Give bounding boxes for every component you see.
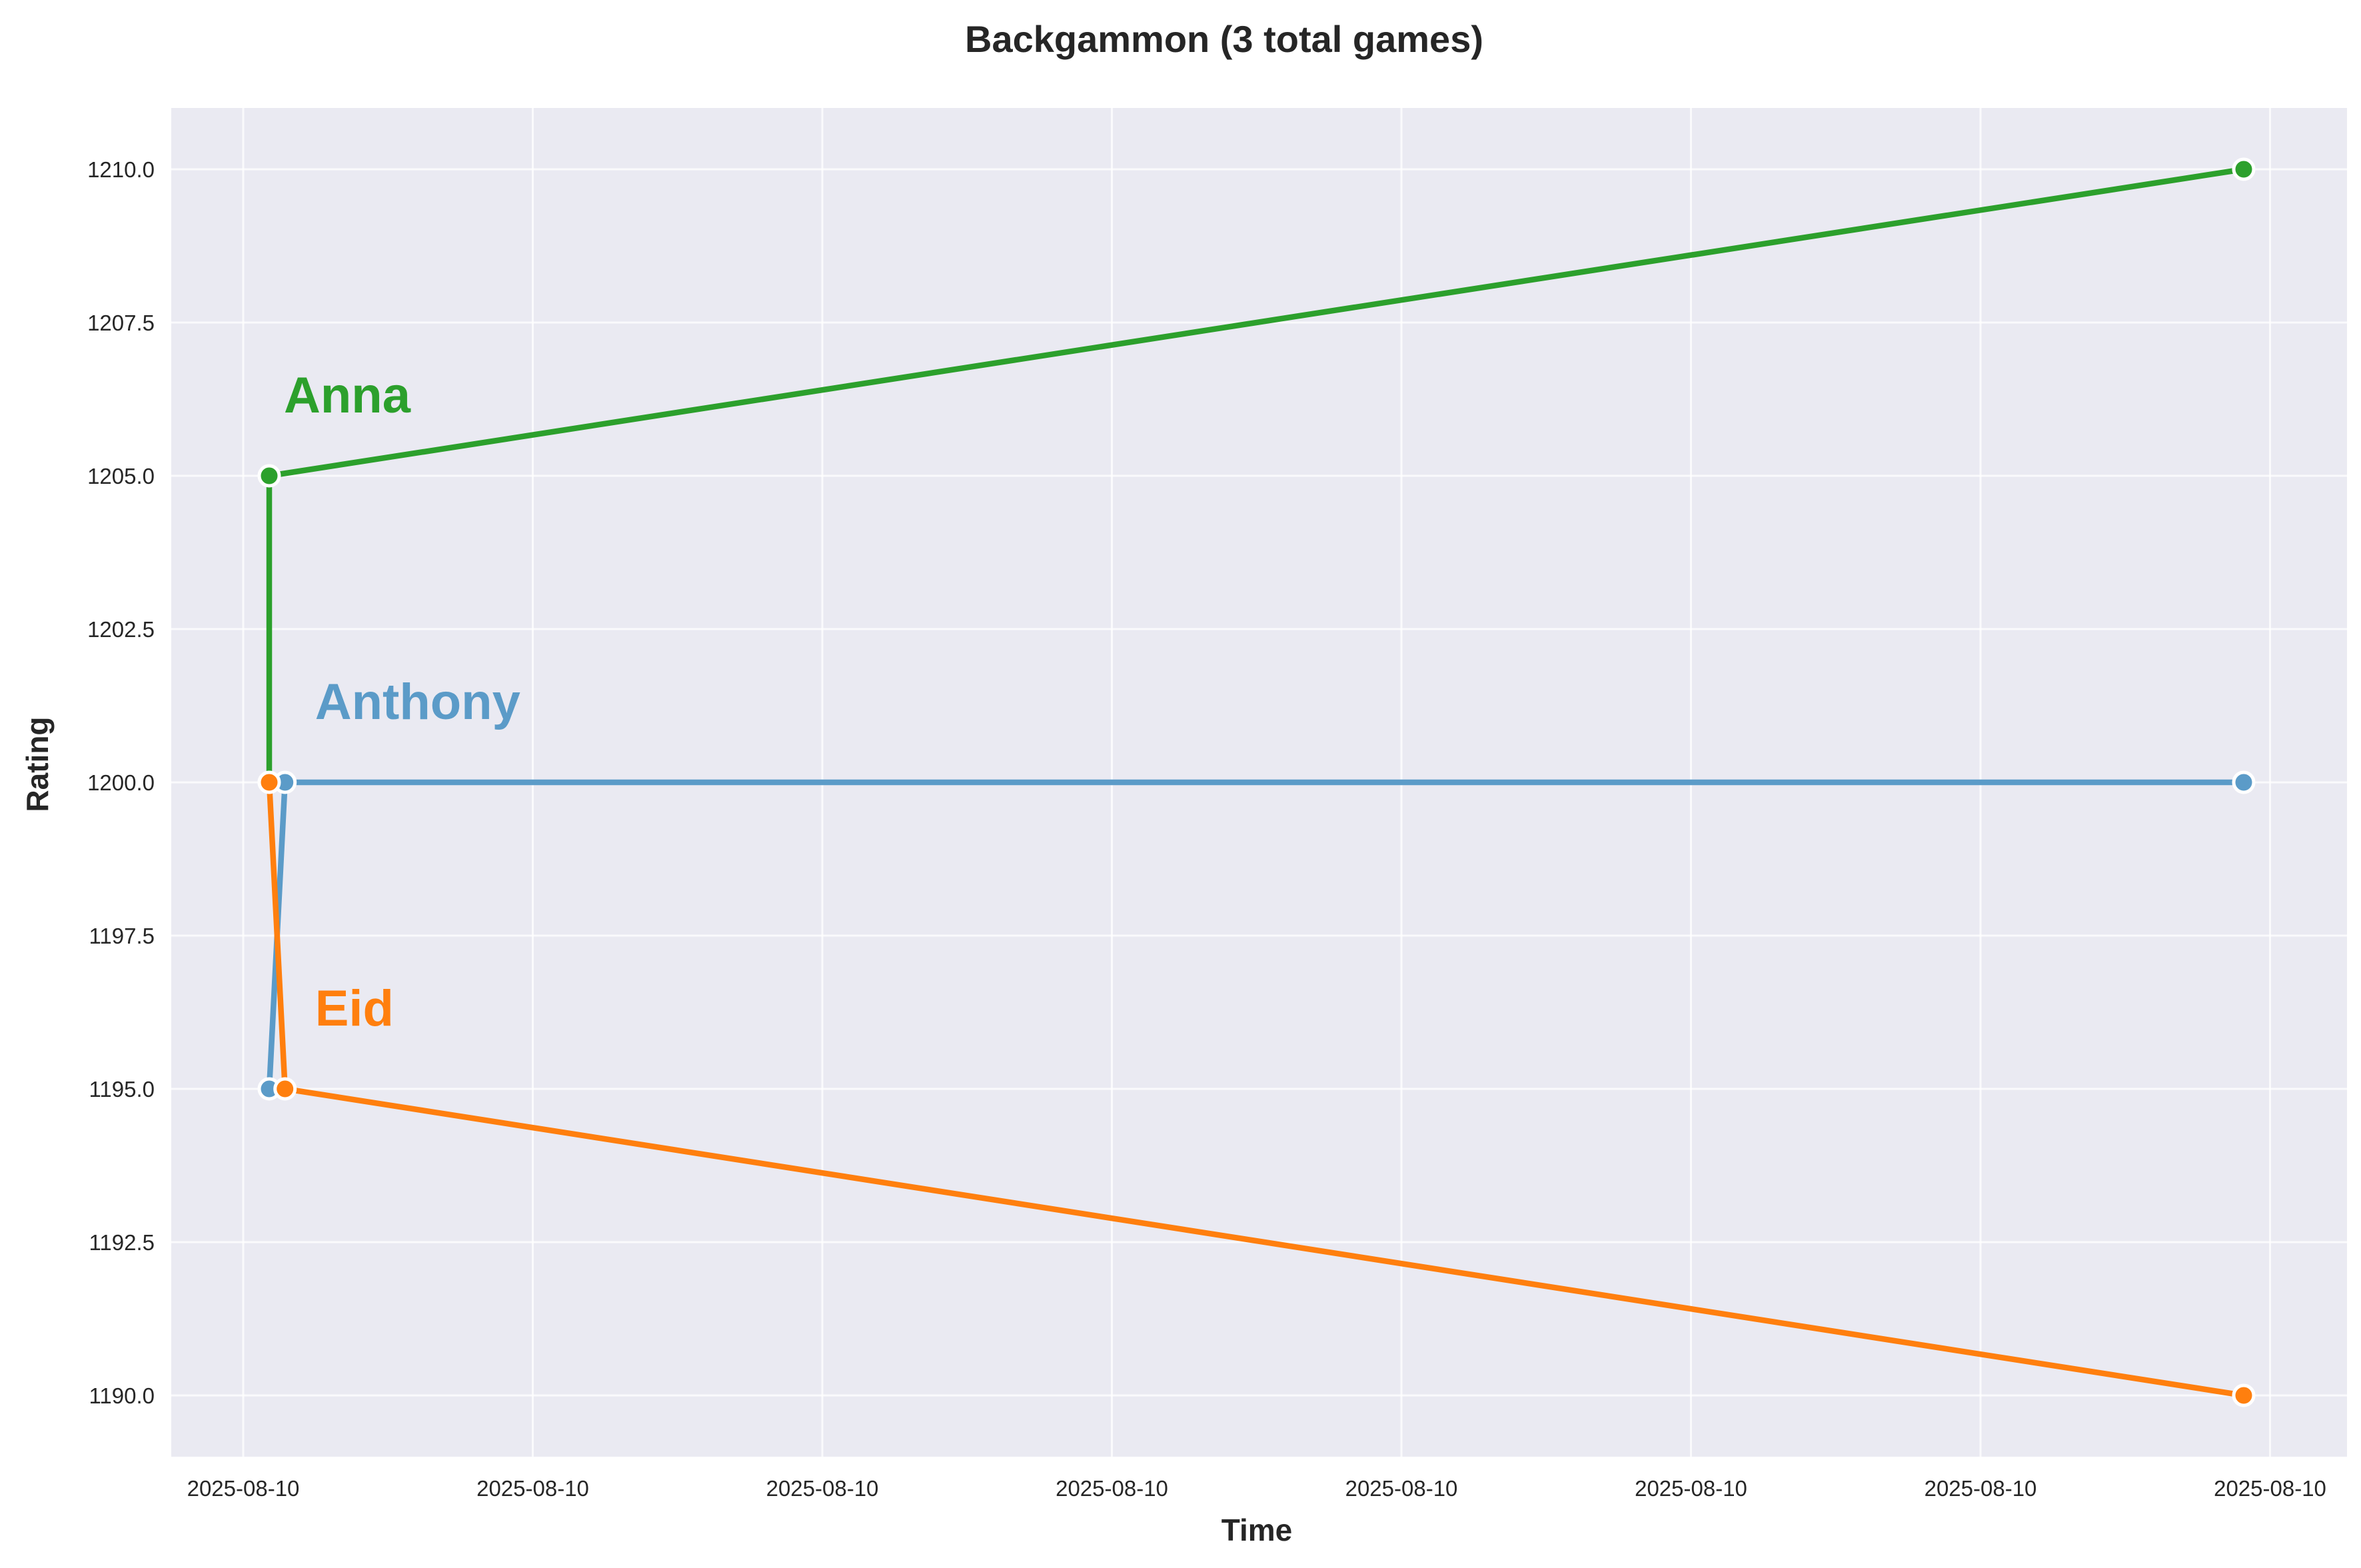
data-point: [257, 464, 281, 488]
data-point: [2232, 770, 2256, 794]
data-point: [2232, 157, 2256, 181]
series-label-anna: Anna: [284, 367, 411, 424]
y-tick-label: 1190.0: [89, 1383, 155, 1408]
y-axis-label: Rating: [20, 716, 55, 812]
data-point: [273, 1077, 297, 1101]
y-tick-label: 1210.0: [87, 157, 155, 182]
series-label-eid: Eid: [315, 980, 394, 1037]
x-tick-label: 2025-08-10: [1635, 1476, 1747, 1501]
x-axis-label: Time: [1221, 1513, 1293, 1547]
x-tick-label: 2025-08-10: [1925, 1476, 2037, 1501]
chart-title: Backgammon (3 total games): [965, 18, 1483, 60]
data-point: [257, 770, 281, 794]
y-tick-label: 1195.0: [89, 1077, 155, 1102]
y-tick-label: 1207.5: [87, 311, 155, 335]
y-tick-label: 1197.5: [89, 924, 155, 948]
x-tick-label: 2025-08-10: [1056, 1476, 1168, 1501]
x-tick-label: 2025-08-10: [766, 1476, 879, 1501]
y-axis-ticks: 1190.0 1192.5 1195.0 1197.5 1200.0 1202.5 1205…: [87, 157, 155, 1408]
x-tick-label: 2025-08-10: [187, 1476, 300, 1501]
series-label-anthony: Anthony: [315, 674, 520, 730]
y-tick-label: 1200.0: [87, 770, 155, 795]
data-point: [2232, 1383, 2256, 1407]
series-lines: [257, 157, 2256, 1407]
series-labels: Anna Anthony Eid: [284, 367, 520, 1037]
y-tick-label: 1192.5: [89, 1230, 155, 1255]
x-axis-ticks: 2025-08-10 2025-08-10 2025-08-10 2025-08-10…: [187, 1476, 2326, 1501]
y-tick-label: 1202.5: [87, 617, 155, 642]
y-tick-label: 1205.0: [87, 464, 155, 488]
x-tick-label: 2025-08-10: [1345, 1476, 1458, 1501]
x-tick-label: 2025-08-10: [2214, 1476, 2326, 1501]
x-tick-label: 2025-08-10: [476, 1476, 589, 1501]
